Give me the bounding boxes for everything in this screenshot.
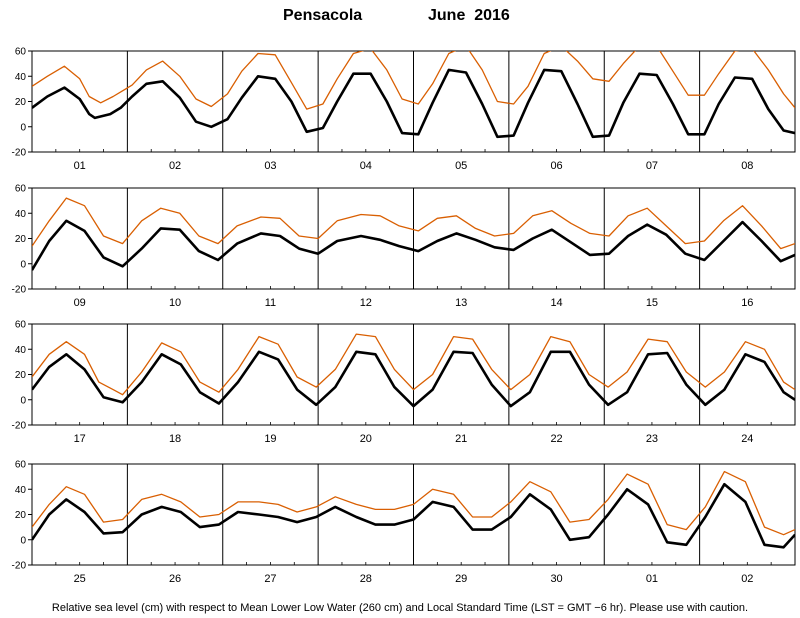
y-tick-label: 60: [15, 320, 27, 331]
day-label: 06: [550, 160, 562, 172]
day-label: 03: [264, 160, 276, 172]
day-label: 21: [455, 433, 467, 445]
day-label: 13: [455, 297, 467, 309]
y-tick-label: 60: [15, 184, 27, 195]
y-tick-label: 0: [20, 259, 26, 270]
day-label: 12: [360, 297, 372, 309]
day-label: 11: [265, 297, 276, 309]
day-label: 01: [74, 160, 86, 172]
predicted-series-line: [32, 219, 795, 271]
day-label: 17: [74, 433, 86, 445]
predicted-series-line: [32, 482, 795, 549]
day-label: 02: [169, 160, 181, 172]
y-tick-label: 60: [15, 460, 27, 471]
day-label: 24: [741, 433, 753, 445]
panel-3: -20 0 20 40 60 17 18 19 20 21 22 23 24: [12, 320, 796, 445]
y-tick-label: 20: [15, 234, 27, 245]
footer-note: Relative sea level (cm) with respect to …: [52, 602, 748, 614]
day-label: 09: [74, 297, 86, 309]
y-tick-label: 20: [15, 510, 27, 521]
day-label: 20: [360, 433, 372, 445]
day-label: 16: [741, 297, 753, 309]
y-tick-label: 40: [15, 345, 27, 356]
day-label: 04: [360, 160, 372, 172]
day-label: 25: [74, 573, 86, 585]
day-label: 08: [741, 160, 753, 172]
panel-1: -20 0 20 40 60 01 02 03 04 05 06 07 08: [12, 47, 796, 172]
observed-series-line: [32, 197, 795, 250]
y-tick-label: 40: [15, 209, 27, 220]
day-label: 19: [264, 433, 276, 445]
panel-2: -20 0 20 40 60 09 10 11 12 13 14 15 16: [12, 184, 796, 309]
observed-series-line: [32, 51, 795, 110]
station-title: Pensacola: [283, 7, 362, 24]
predicted-series-line: [32, 350, 795, 408]
day-label: 05: [455, 160, 467, 172]
y-tick-label: -20: [12, 421, 27, 432]
y-tick-label: 20: [15, 97, 27, 108]
y-tick-label: -20: [12, 561, 27, 572]
day-label: 07: [646, 160, 658, 172]
day-label: 01: [646, 573, 658, 585]
day-label: 26: [169, 573, 181, 585]
y-tick-label: 60: [15, 47, 27, 58]
day-label: 14: [550, 297, 562, 309]
y-tick-label: -20: [12, 148, 27, 159]
day-label: 22: [550, 433, 562, 445]
day-label: 18: [169, 433, 181, 445]
day-label: 28: [360, 573, 372, 585]
day-label: 10: [169, 297, 181, 309]
observed-series-line: [32, 333, 795, 396]
y-tick-label: 20: [15, 370, 27, 381]
day-label: 27: [264, 573, 276, 585]
day-label: 29: [455, 573, 467, 585]
panel-4: -20 0 20 40 60 25 26 27 28 29 30 01 02: [12, 460, 796, 585]
observed-series-line: [32, 470, 795, 536]
y-tick-label: 40: [15, 485, 27, 496]
month-year-title: June 2016: [428, 7, 510, 24]
day-label: 02: [741, 573, 753, 585]
y-tick-label: 0: [20, 395, 26, 406]
y-tick-label: 0: [20, 122, 26, 133]
day-label: 15: [646, 297, 658, 309]
y-tick-label: 40: [15, 72, 27, 83]
y-tick-label: -20: [12, 285, 27, 296]
predicted-series-line: [32, 68, 795, 139]
y-tick-label: 0: [20, 535, 26, 546]
day-label: 23: [646, 433, 658, 445]
day-label: 30: [550, 573, 562, 585]
